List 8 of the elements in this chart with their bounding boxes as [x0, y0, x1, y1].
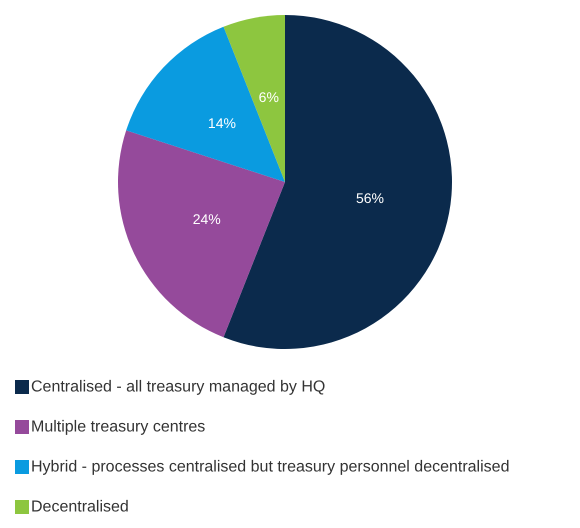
data-label: 56%	[356, 190, 384, 206]
legend-label: Centralised - all treasury managed by HQ	[31, 378, 326, 396]
legend-label: Decentralised	[31, 498, 129, 516]
data-label: 14%	[208, 114, 236, 131]
data-label: 24%	[192, 210, 221, 227]
data-label: 6%	[258, 89, 279, 106]
legend-label: Hybrid - processes centralised but treasury personnel decentralised	[31, 458, 510, 476]
legend-label: Multiple treasury centres	[31, 418, 206, 436]
